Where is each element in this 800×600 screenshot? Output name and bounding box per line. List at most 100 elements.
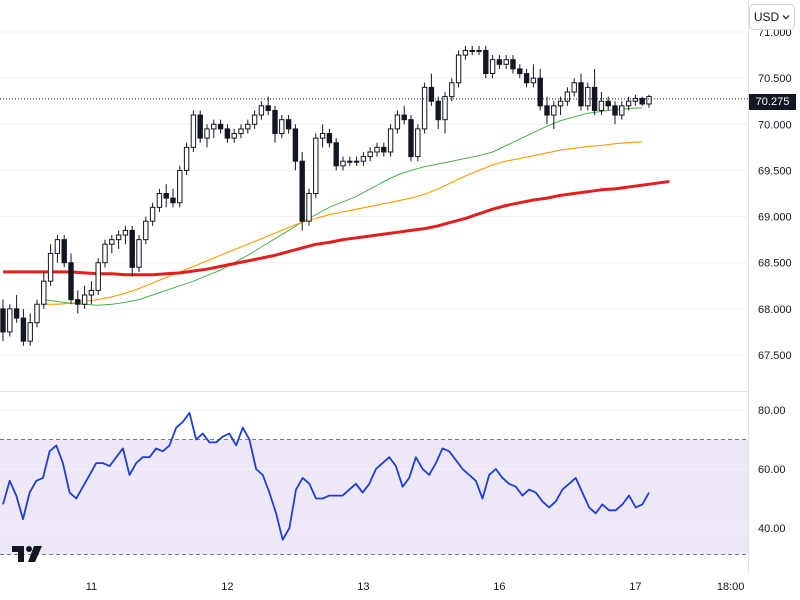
candle-body: [408, 119, 414, 158]
candle-body: [537, 77, 543, 107]
candle: [564, 87, 571, 106]
candle: [347, 156, 353, 166]
candle-body: [20, 317, 27, 342]
candle-body: [510, 59, 516, 70]
candle-body: [115, 234, 122, 241]
candle: [415, 124, 421, 162]
candle: [387, 124, 394, 157]
candle: [374, 142, 380, 157]
candle-body: [279, 119, 285, 135]
candle: [183, 142, 190, 176]
candle-body: [571, 82, 577, 93]
candle-body: [170, 197, 176, 204]
candle: [238, 124, 244, 139]
candle: [449, 78, 455, 102]
candle: [646, 94, 652, 108]
candle: [217, 119, 224, 134]
candle: [503, 55, 509, 69]
candle-body: [340, 160, 346, 167]
candle: [27, 313, 33, 346]
chevron-down-icon: [782, 15, 790, 20]
candle: [54, 235, 61, 263]
candle: [163, 184, 169, 208]
candle: [231, 128, 237, 143]
candle-body: [360, 156, 367, 162]
candle: [605, 96, 611, 111]
candle-body: [61, 239, 67, 264]
price-axis[interactable]: 71.000 70.500 70.000 69.500 69.000 68.500 68.0…: [758, 27, 792, 362]
candle: [353, 156, 360, 166]
rsi-axis[interactable]: 80.00 60.00 40.00: [758, 405, 786, 535]
candle: [639, 96, 645, 106]
candle-body: [428, 86, 435, 102]
candle: [211, 119, 217, 139]
candle-body: [68, 262, 74, 301]
candle: [285, 115, 292, 134]
candle: [7, 304, 13, 337]
time-axis[interactable]: 11 12 13 16 17 18:00: [86, 581, 745, 593]
candle-body: [632, 97, 639, 102]
candle-body: [455, 54, 462, 84]
candle-body: [183, 146, 190, 171]
candle: [435, 96, 441, 129]
candle: [551, 101, 557, 129]
candle: [455, 50, 462, 88]
candle: [129, 225, 135, 277]
candle-body: [585, 86, 591, 107]
price-tick-label: 68.500: [758, 258, 792, 270]
candle-body: [374, 146, 380, 153]
candle-body: [109, 239, 115, 245]
ma-mid-line: [43, 141, 643, 305]
candle: [544, 96, 550, 125]
candle: [510, 55, 516, 74]
candle-body: [544, 105, 550, 116]
candle: [61, 235, 67, 268]
price-tick-label: 69.000: [758, 212, 792, 224]
candle: [95, 258, 101, 296]
candle-body: [34, 303, 40, 324]
candle: [306, 188, 312, 226]
candle: [476, 45, 482, 56]
price-tick-label: 69.500: [758, 165, 792, 177]
rsi-line: [2, 411, 650, 541]
candle-body: [54, 239, 61, 254]
candle: [408, 115, 414, 162]
candle-body: [489, 59, 496, 75]
candle: [204, 124, 210, 148]
price-tick-label: 68.000: [758, 304, 792, 316]
candle-body: [564, 91, 571, 102]
rsi-tick-label: 80.00: [758, 405, 786, 417]
candle-body: [88, 289, 95, 296]
candle-body: [204, 128, 210, 139]
candle-body: [258, 105, 265, 116]
price-gridlines: [0, 31, 748, 356]
candle: [136, 235, 142, 272]
candle-body: [122, 229, 129, 236]
candle-body: [496, 59, 503, 65]
candle: [360, 151, 367, 166]
candle-body: [292, 128, 299, 162]
candle-body: [149, 206, 156, 222]
candle-body: [326, 133, 333, 144]
candle-body: [530, 77, 537, 84]
candle: [619, 101, 625, 120]
candle: [81, 285, 88, 309]
candle: [578, 73, 584, 111]
candle-body: [238, 128, 244, 135]
candle: [571, 78, 577, 97]
candle-body: [394, 114, 401, 130]
time-tick-label: 16: [493, 581, 505, 593]
currency-selector[interactable]: USD: [749, 4, 795, 30]
candle-body: [224, 128, 231, 139]
time-tick-label: 11: [86, 581, 97, 593]
moving-average-lines: [3, 107, 670, 306]
candle: [530, 64, 537, 88]
candle-body: [523, 73, 530, 84]
candle: [394, 110, 401, 134]
candle: [598, 91, 605, 116]
candle-body: [13, 308, 20, 319]
candle-body: [95, 262, 101, 291]
candle-body: [102, 243, 108, 264]
tradingview-logo-icon[interactable]: [10, 542, 44, 564]
